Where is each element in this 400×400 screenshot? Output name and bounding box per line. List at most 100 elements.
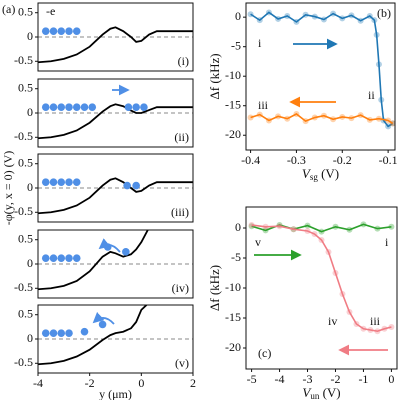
x-tick-label: 0 [138,376,144,390]
x-tick-label: -4 [275,372,285,386]
electron [49,254,58,262]
y-axis-label: -φ(y, x = 0) (V) [1,151,15,226]
y-tick-label: -0.5 [14,355,33,369]
electron [57,178,66,186]
electron [41,329,50,337]
x-tick-label: -5 [247,372,257,386]
electron [41,103,50,111]
annotation: ii [368,88,375,102]
plot-area [248,221,395,335]
electron [122,248,130,256]
panel-label: (ii) [174,130,189,144]
plot-area [38,305,193,366]
electron [65,254,73,262]
panel-label: (b) [377,6,391,20]
panel: 0.5 0 -0.5 (i) -e [14,2,194,72]
electron [123,181,131,190]
y-tick-label: 0.5 [18,231,33,245]
trend-line [251,224,392,333]
electron [65,103,73,111]
electron [65,27,73,35]
y-tick-label: -5 [231,38,241,52]
electron [140,103,148,111]
panel: 0.5 0 -0.5 (iii) -φ(y, x = 0) (V) [1,151,194,226]
electron [57,27,66,35]
x-tick-label: -1 [358,372,368,386]
electron [98,320,107,329]
x-tick-label: -0.3 [287,153,306,167]
electron [72,254,81,262]
charge-label: -e [46,4,55,18]
y-tick-label: -5 [231,250,241,264]
x-label-unit: (V) [319,385,340,400]
x-label-unit: (V) [318,166,339,181]
arrow [98,238,121,253]
x-tick-label: -4 [33,376,43,390]
x-axis-label: y (μm) [99,387,132,400]
y-tick-label: -15 [225,310,241,324]
electron [57,254,66,262]
y-tick-label: 0.5 [18,155,33,169]
panel-label: (iv) [172,281,189,295]
x-tick-label: -2 [330,372,340,386]
potential-curve [38,26,193,64]
plot-area [38,177,193,215]
electron [80,103,89,111]
plot-area [38,103,193,140]
y-tick-label: 0 [27,331,33,345]
electron [72,27,81,35]
x-label-symbol: V [302,166,312,181]
y-tick-label: -10 [225,68,241,82]
y-tick-label: 0 [27,29,33,43]
trend-line [250,113,394,125]
x-tick-label: -0.4 [241,153,260,167]
x-label-subscript: un [310,391,320,400]
y-axis-label: Δf (kHz) [207,53,222,99]
electron [88,103,97,111]
plot-area [247,9,395,130]
x-label-symbol: V [302,385,312,400]
electron [132,181,140,190]
y-tick-label: 0.5 [18,4,33,18]
x-label-subscript: sg [310,172,319,182]
y-tick-label: -15 [225,97,241,111]
electron [49,329,58,337]
panel-label: (c) [258,346,271,360]
electron [72,178,81,186]
annotation: iii [370,314,381,328]
panel: 0 -5 -10 -15 -20-0.4 -0.3 -0.2 -0.1 Δf (kHz) Vsg … [207,2,398,182]
y-tick-label: -0.5 [14,129,33,143]
electron [132,103,140,111]
electron [49,178,58,186]
annotation: iv [328,314,337,328]
y-tick-label: 0 [235,9,241,23]
electron [49,103,58,111]
potential-curve [38,305,148,366]
trend-line [250,11,394,128]
y-axis-label: Δf (kHz) [207,265,222,311]
panel-label: (v) [175,356,189,370]
plot-area [38,230,193,291]
y-tick-label: 0.5 [18,306,33,320]
frame [245,2,396,151]
annotation: iii [258,98,269,112]
panel: 0.5 0 -0.5 (iv) [14,229,194,299]
y-tick-label: 0 [27,180,33,194]
potential-curve [38,230,149,291]
electron [41,27,50,35]
electron [65,329,73,337]
plot-area [38,26,193,64]
electron [41,178,50,186]
y-tick-label: -0.5 [14,204,33,218]
y-tick-label: 0.5 [18,80,33,94]
electron [80,327,89,336]
annotation: v [255,235,261,249]
y-tick-label: -0.5 [14,280,33,294]
electron [72,103,81,111]
x-tick-label: 0 [388,372,394,386]
annotation: i [258,36,262,50]
x-tick-label: -0.1 [379,153,398,167]
y-tick-label: -20 [225,340,241,354]
y-tick-label: -10 [225,280,241,294]
